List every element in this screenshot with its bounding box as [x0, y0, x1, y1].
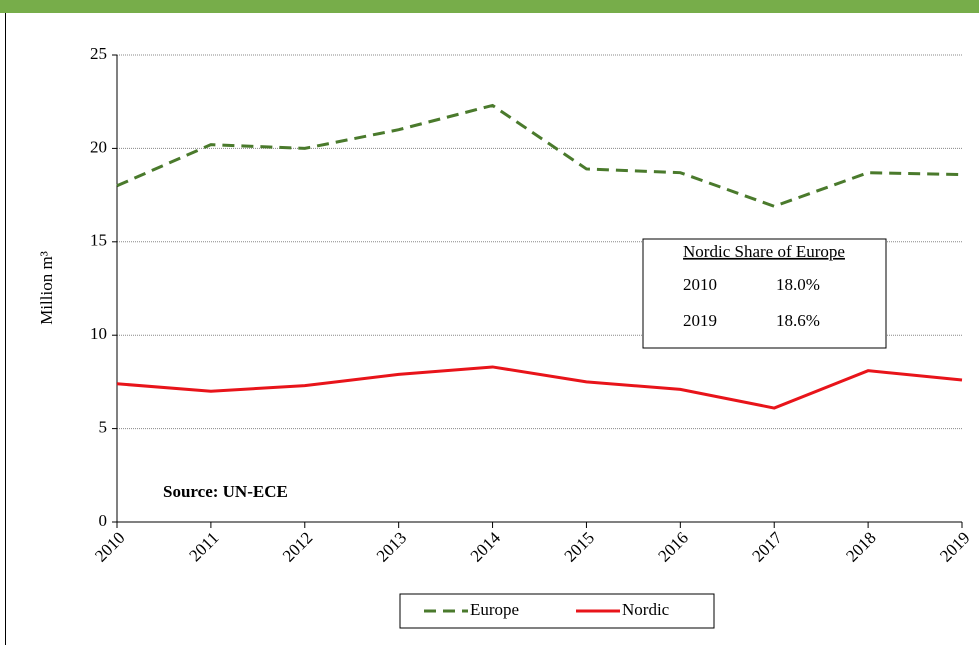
x-tick-label: 2019: [936, 528, 973, 565]
x-tick-label: 2010: [91, 528, 128, 565]
inset-title: Nordic Share of Europe: [683, 242, 845, 261]
y-tick-label: 10: [90, 324, 107, 343]
y-tick-label: 15: [90, 231, 107, 250]
legend-label: Nordic: [622, 600, 670, 619]
x-tick-label: 2016: [654, 528, 691, 565]
y-tick-label: 25: [90, 44, 107, 63]
inset-box: [642, 238, 887, 349]
inset-cell: 18.0%: [776, 275, 820, 294]
x-tick-label: 2013: [373, 528, 410, 565]
y-axis-label: Million m³: [37, 251, 56, 325]
y-tick-label: 20: [90, 137, 107, 156]
header-bar: [0, 0, 979, 13]
series-line: [116, 103, 963, 208]
inset-cell: 18.6%: [776, 311, 820, 330]
series-line: [116, 365, 963, 410]
x-tick-label: 2018: [842, 528, 879, 565]
x-tick-label: 2015: [561, 528, 598, 565]
inset-cell: 2010: [683, 275, 717, 294]
x-tick-label: 2011: [185, 528, 222, 565]
y-tick-label: 5: [99, 418, 108, 437]
legend-label: Europe: [470, 600, 519, 619]
annotation: Source: UN-ECE: [163, 482, 288, 501]
x-tick-label: 2017: [748, 528, 786, 566]
y-tick-label: 0: [99, 511, 108, 530]
x-tick-label: 2012: [279, 528, 316, 565]
inset-cell: 2019: [683, 311, 717, 330]
x-tick-label: 2014: [467, 528, 505, 566]
